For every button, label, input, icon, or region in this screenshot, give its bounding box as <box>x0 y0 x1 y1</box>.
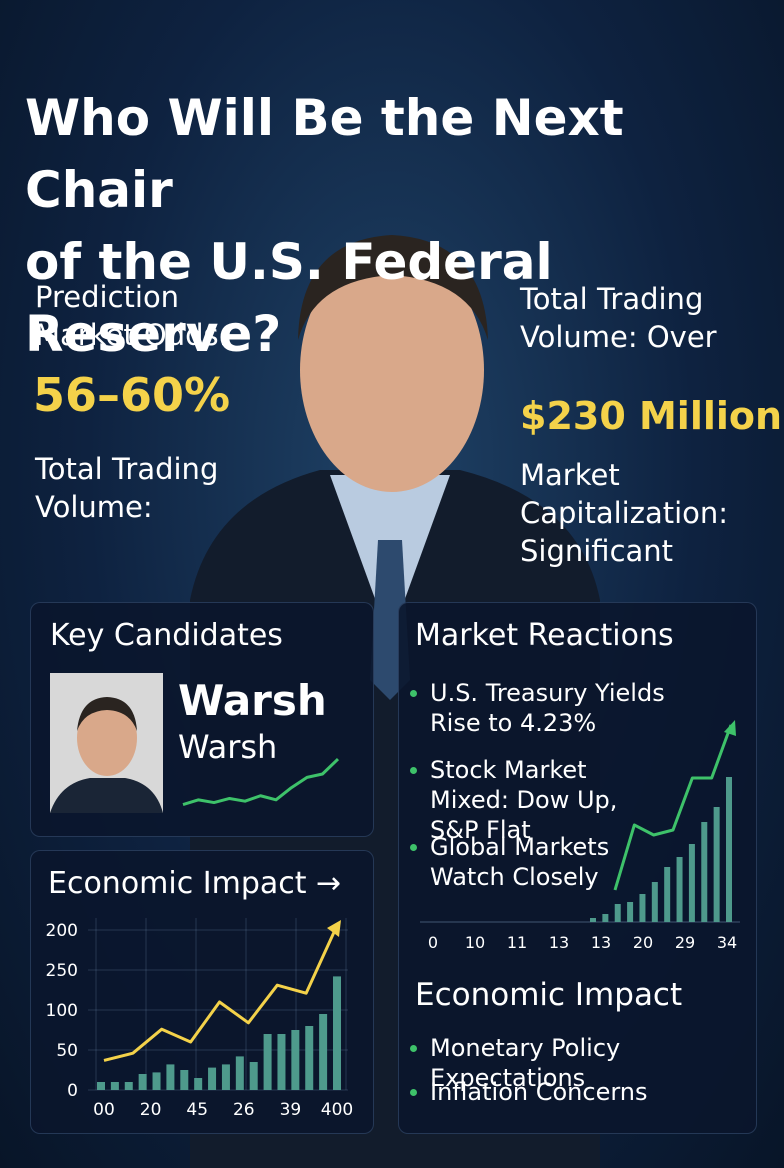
bullet: U.S. Treasury Yields Rise to 4.23% <box>410 678 720 738</box>
volume-value: $230 Million <box>520 394 783 438</box>
bar <box>152 1072 161 1090</box>
panel-title: Economic Impact → <box>48 866 342 901</box>
bullet: Inflation Concerns <box>410 1077 770 1107</box>
x-tick-label: 20 <box>140 1100 162 1120</box>
bar <box>180 1070 189 1090</box>
bar <box>590 918 596 922</box>
odds-label: Prediction Market Odds: <box>35 280 229 352</box>
x-tick-label: 13 <box>549 933 569 952</box>
bar <box>688 844 695 922</box>
x-tick-label: 400 <box>321 1100 353 1120</box>
bar <box>701 822 708 922</box>
bullet: Stock Market Mixed: Dow Up, S&P Flat <box>410 755 670 845</box>
y-tick-label: 100 <box>46 1001 78 1021</box>
x-tick-label: 10 <box>465 933 485 952</box>
bar <box>651 882 658 922</box>
hair <box>298 235 488 340</box>
bar <box>208 1067 217 1090</box>
bar <box>166 1064 175 1090</box>
odds-value: 56–60% <box>33 368 231 422</box>
y-tick-label: 50 <box>56 1041 78 1061</box>
bar <box>305 1026 314 1090</box>
line <box>182 757 340 807</box>
arrow-head <box>724 720 736 736</box>
title: Who Will Be the Next Chair of the U.S. Fe… <box>25 89 624 363</box>
panel-title: Economic Impact <box>415 977 683 1013</box>
bar <box>319 1014 328 1090</box>
x-tick-label: 0 <box>428 933 438 952</box>
candidate-photo <box>50 673 163 813</box>
bar <box>627 902 634 922</box>
line <box>103 929 337 1062</box>
cap-label: Market Capitalization: Significant <box>520 458 729 568</box>
bar <box>676 857 683 922</box>
panel-title: Market Reactions <box>415 618 674 653</box>
candidate-subname: Warsh <box>178 728 278 766</box>
y-tick-label: 200 <box>46 921 78 941</box>
candidate-name: Warsh <box>178 676 327 725</box>
arrow-head <box>327 920 341 937</box>
bar <box>263 1034 272 1090</box>
x-tick-label: 26 <box>233 1100 255 1120</box>
x-tick-label: 34 <box>717 933 737 952</box>
bar <box>138 1074 147 1090</box>
impact-chart-panel <box>30 850 374 1134</box>
bar <box>639 894 646 922</box>
bar <box>124 1082 133 1090</box>
x-tick-label: 39 <box>280 1100 302 1120</box>
face <box>300 248 484 492</box>
bar <box>614 904 621 922</box>
x-tick-label: 11 <box>507 933 527 952</box>
x-tick-label: 20 <box>633 933 653 952</box>
bar <box>277 1034 286 1090</box>
bullet: Global Markets Watch Closely <box>410 832 630 892</box>
bar <box>235 1056 244 1090</box>
bar <box>110 1082 119 1090</box>
bar <box>97 1082 105 1090</box>
photo-art <box>50 697 163 813</box>
bar <box>249 1062 258 1090</box>
bar <box>602 914 609 922</box>
x-tick-label: 29 <box>675 933 695 952</box>
bar <box>194 1078 203 1090</box>
bar <box>713 807 720 922</box>
x-tick-label: 00 <box>93 1100 115 1120</box>
bullet: Monetary Policy Expectations <box>410 1033 770 1093</box>
volume-label: Total Trading Volume: Over <box>520 282 717 354</box>
y-tick-label: 0 <box>67 1081 78 1101</box>
bar <box>726 777 732 922</box>
x-tick-label: 13 <box>591 933 611 952</box>
volume-label: Total Trading Volume: <box>35 452 219 524</box>
panel-title: Key Candidates <box>50 618 283 653</box>
reactions-panel <box>398 602 757 1134</box>
bar <box>291 1030 300 1090</box>
bar <box>333 976 341 1090</box>
bar <box>664 867 671 922</box>
x-tick-label: 45 <box>186 1100 208 1120</box>
bar <box>221 1064 230 1090</box>
y-tick-label: 250 <box>46 961 78 981</box>
line <box>613 724 733 891</box>
